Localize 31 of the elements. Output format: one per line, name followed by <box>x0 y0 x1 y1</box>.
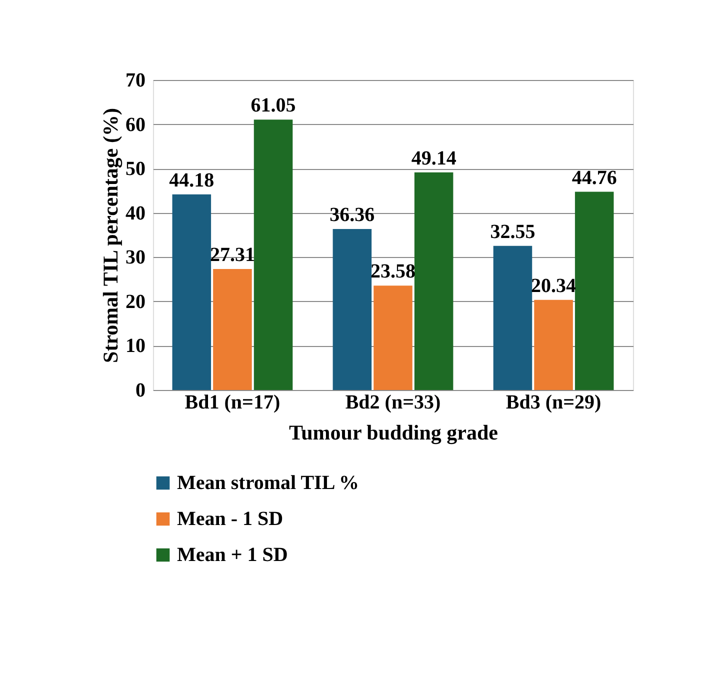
data-label: 44.18 <box>169 169 214 192</box>
x-tick-label: Bd3 (n=29) <box>506 392 602 414</box>
bar <box>332 228 372 390</box>
x-tick-label: Bd1 (n=17) <box>184 392 280 414</box>
y-tick-label: 70 <box>126 70 146 92</box>
y-tick-label: 30 <box>126 246 146 269</box>
data-label: 36.36 <box>330 204 375 226</box>
bar <box>574 192 614 390</box>
legend-label: Mean - 1 SD <box>177 508 284 530</box>
bar <box>534 300 573 390</box>
bar <box>414 172 454 390</box>
x-tick-label: Bd2 (n=33) <box>345 392 441 414</box>
bar <box>374 286 412 390</box>
bar <box>254 120 293 390</box>
data-label: 49.14 <box>411 147 456 170</box>
y-tick-label: 60 <box>126 114 146 136</box>
bar <box>213 269 252 390</box>
legend-label: Mean + 1 SD <box>177 544 288 566</box>
bar <box>172 194 212 390</box>
data-label: 44.76 <box>572 166 617 189</box>
x-axis-title: Tumour budding grade <box>289 420 498 444</box>
legend-label: Mean stromal TIL % <box>177 472 360 494</box>
data-label: 61.05 <box>250 94 296 117</box>
y-tick-label: 0 <box>136 380 146 402</box>
bar <box>493 246 532 390</box>
data-label: 32.55 <box>490 220 536 243</box>
y-tick-label: 40 <box>126 202 146 224</box>
y-tick-label: 20 <box>126 290 146 313</box>
y-axis-title: Stromal TIL percentage (%) <box>98 108 122 363</box>
y-tick-label: 10 <box>126 335 146 358</box>
y-tick-label: 50 <box>126 158 146 180</box>
